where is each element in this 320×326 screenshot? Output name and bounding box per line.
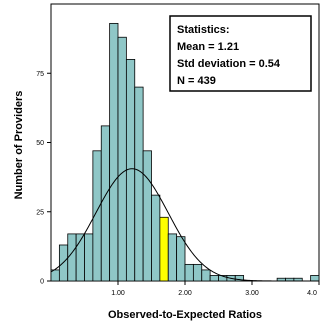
histogram-bar <box>100 125 111 282</box>
axes-group: 0 25 50 75 1.00 2.00 3.00 4.0 <box>36 71 320 297</box>
stats-box-frame <box>169 15 312 92</box>
histogram-bar <box>201 269 211 282</box>
histogram-bar <box>117 36 127 282</box>
histogram-bar <box>192 263 203 282</box>
x-tick-label: 1.00 <box>111 290 125 297</box>
histogram-bar <box>134 86 144 282</box>
stats-mean: Mean = 1.21 <box>177 41 239 53</box>
histogram-bar <box>67 233 77 282</box>
histogram-bar-highlighted <box>159 216 169 282</box>
y-tick-label: 75 <box>36 71 44 78</box>
x-tick-label: 4.0 <box>307 290 317 297</box>
histogram-bar <box>176 236 186 282</box>
histogram-bar <box>167 233 178 282</box>
x-tick-label: 2.00 <box>178 290 192 297</box>
histogram-bar <box>209 275 219 282</box>
histogram-bar <box>151 194 161 282</box>
bars-group <box>50 22 320 282</box>
histogram-bar <box>142 150 152 282</box>
x-axis-label: Observed-to-Expected Ratios <box>108 309 262 321</box>
normal-curve <box>50 168 319 282</box>
histogram-bar <box>109 22 119 282</box>
stats-std: Std deviation = 0.54 <box>177 58 281 70</box>
x-tick-label: 3.00 <box>245 290 259 297</box>
y-tick-label: 25 <box>36 209 44 216</box>
stats-title: Statistics: <box>177 24 230 36</box>
y-axis-label: Number of Providers <box>13 91 25 200</box>
y-tick-label: 0 <box>40 279 44 286</box>
stats-box: Statistics: Mean = 1.21 Std deviation = … <box>169 15 312 92</box>
y-tick-label: 50 <box>36 140 44 147</box>
histogram-bar <box>84 233 94 282</box>
histogram-bar <box>234 275 245 282</box>
stats-n: N = 439 <box>177 75 216 87</box>
histogram-bar <box>310 275 320 282</box>
histogram-bar <box>125 59 136 282</box>
histogram-bar <box>184 263 194 282</box>
